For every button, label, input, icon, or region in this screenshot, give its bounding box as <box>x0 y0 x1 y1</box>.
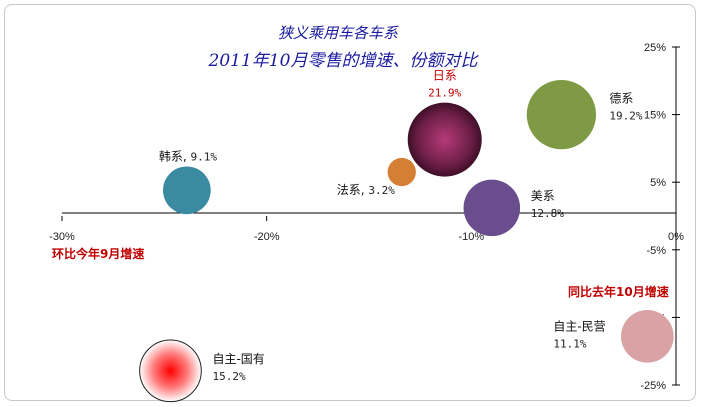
bubble-韩系 <box>162 166 211 215</box>
bubble-share: 19.2% <box>609 110 642 123</box>
bubble-name: 自主-国有 <box>212 352 264 366</box>
x-tick-label: -20% <box>254 231 280 243</box>
bubble-label: 韩系, 9.1% <box>159 148 218 163</box>
bubble-name: 日系 <box>433 69 457 83</box>
bubble-自主-国有 <box>139 339 202 403</box>
bubble-日系 <box>407 102 482 177</box>
x-tick-label: -10% <box>458 231 484 243</box>
y-axis-note: 同比去年10月增速 <box>568 284 669 299</box>
y-tick-label: -25% <box>640 380 666 392</box>
y-tick-label: 5% <box>650 177 666 189</box>
y-tick-label: 25% <box>644 42 666 54</box>
y-tick-label: -5% <box>646 245 666 257</box>
bubble-share: 11.1% <box>553 337 586 350</box>
bubble-德系 <box>526 79 597 150</box>
chart-frame <box>4 4 696 401</box>
bubble-自主-民营 <box>621 309 674 363</box>
bubble-name: 美系 <box>531 189 555 203</box>
bubble-share: 21.9% <box>428 87 461 100</box>
bubble-name: 自主-民营 <box>553 319 605 333</box>
bubble-share: 15.2% <box>212 370 245 383</box>
bubble-label: 法系, 3.2% <box>337 183 396 197</box>
x-tick-label: -30% <box>49 231 75 243</box>
chart-title: 狭义乘用车各车系 <box>278 24 399 42</box>
x-axis-note: 环比今年9月增速 <box>52 246 144 261</box>
x-tick-label: 0% <box>668 231 684 243</box>
chart-subtitle: 2011年10月零售的增速、份额对比 <box>208 51 480 71</box>
bubble-法系 <box>387 157 416 187</box>
bubble-美系 <box>463 179 521 237</box>
bubble-share: 12.8% <box>531 207 564 220</box>
y-tick-label: 15% <box>644 110 666 122</box>
bubble-name: 德系 <box>609 91 633 106</box>
